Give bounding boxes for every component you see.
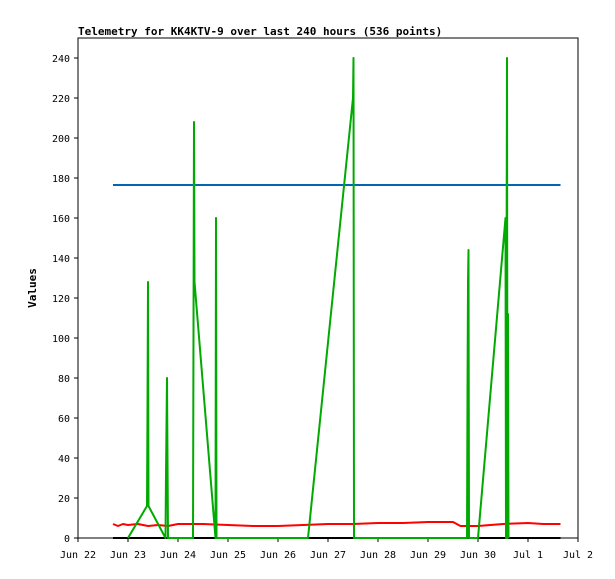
y-axis-label: Values xyxy=(26,268,39,308)
x-tick-label: Jun 22 xyxy=(60,550,96,561)
x-tick-label: Jun 23 xyxy=(110,550,146,561)
x-tick-label: Jun 27 xyxy=(310,550,346,561)
x-tick-label: Jun 30 xyxy=(460,550,496,561)
y-tick-label: 240 xyxy=(52,54,70,65)
x-tick-label: Jun 29 xyxy=(410,550,446,561)
x-axis-ticks: Jun 22 Jun 23 Jun 24 Jun 25 Jun 26 Jun 27 Jun … xyxy=(60,538,593,561)
y-tick-label: 0 xyxy=(64,534,70,545)
y-tick-label: 160 xyxy=(52,214,70,225)
y-tick-label: 40 xyxy=(58,454,70,465)
series-line xyxy=(127,57,510,539)
x-tick-label: Jul 1 xyxy=(513,550,543,561)
y-tick-label: 220 xyxy=(52,94,70,105)
x-tick-label: Jun 24 xyxy=(160,550,196,561)
y-tick-label: 20 xyxy=(58,494,70,505)
y-tick-label: 60 xyxy=(58,414,70,425)
y-tick-label: 180 xyxy=(52,174,70,185)
x-tick-label: Jun 26 xyxy=(260,550,296,561)
y-tick-label: 200 xyxy=(52,134,70,145)
chart-title: Telemetry for KK4KTV-9 over last 240 hou… xyxy=(78,25,442,38)
y-tick-label: 80 xyxy=(58,374,70,385)
series-layer xyxy=(112,57,561,539)
series-line xyxy=(112,521,561,527)
plot-frame xyxy=(77,37,579,539)
y-tick-label: 100 xyxy=(52,334,70,345)
y-tick-label: 120 xyxy=(52,294,70,305)
y-axis-ticks: 0 20 40 60 80 100 120 140 160 180 200 220 240 xyxy=(52,54,78,545)
y-tick-label: 140 xyxy=(52,254,70,265)
x-tick-label: Jun 28 xyxy=(360,550,396,561)
x-tick-label: Jul 2 xyxy=(563,550,593,561)
x-tick-label: Jun 25 xyxy=(210,550,246,561)
